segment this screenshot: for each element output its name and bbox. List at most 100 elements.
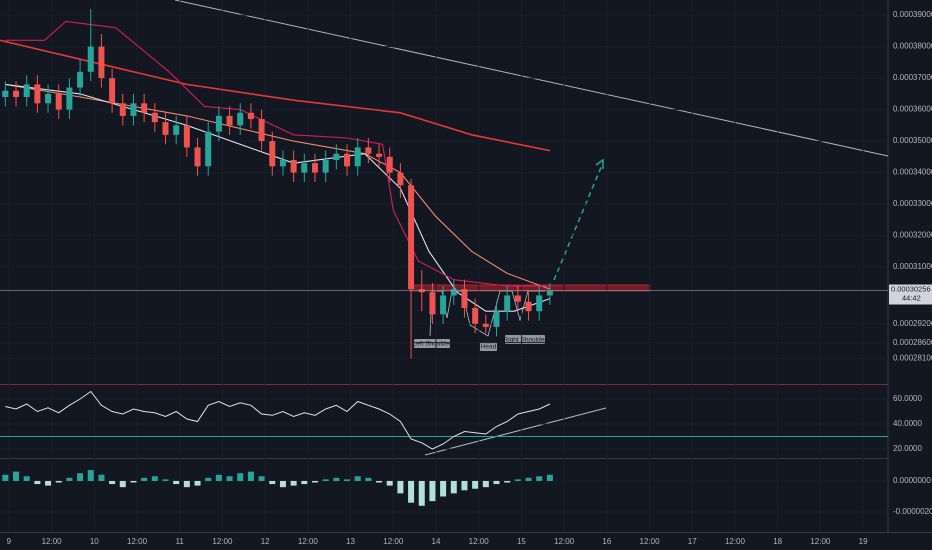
candle-body <box>365 147 372 154</box>
x-tick-label: 12:00 <box>42 537 63 546</box>
candle-body <box>45 93 52 104</box>
macd-bar <box>66 477 73 481</box>
y-tick-label: 0.00033000 <box>893 199 932 208</box>
rsi-trend-line <box>424 407 607 456</box>
candle-body <box>322 160 329 173</box>
annotation-box <box>414 339 450 348</box>
candle-body <box>183 125 190 148</box>
macd-bar <box>397 480 404 494</box>
annotation: Head <box>481 344 497 351</box>
x-tick-label: 19 <box>859 537 868 546</box>
last-price-box <box>889 284 932 305</box>
y-tick-label: 0.00032000 <box>893 231 932 240</box>
x-tick-label: 11 <box>176 537 185 546</box>
candle-body <box>429 292 436 315</box>
candle-body <box>279 160 286 167</box>
candle-body <box>504 295 511 312</box>
macd-bar <box>365 477 372 481</box>
candle-body <box>141 103 148 113</box>
y-tick-label: 0.00037000 <box>893 73 932 82</box>
macd-bar <box>461 480 468 491</box>
macd-bar <box>376 480 383 483</box>
macd-bar <box>45 480 52 486</box>
candle-body <box>98 46 105 79</box>
macd-bar <box>77 473 84 481</box>
x-tick-label: 15 <box>517 537 526 546</box>
candle-body <box>546 290 553 296</box>
candle-body <box>269 141 276 167</box>
x-tick-label: 9 <box>7 537 12 546</box>
macd-bar <box>13 471 20 481</box>
candle-body <box>237 112 244 126</box>
macd-bar <box>269 480 276 485</box>
x-tick-label: 12:00 <box>810 537 831 546</box>
x-tick-label: 12:00 <box>469 537 490 546</box>
y-tick-label: 0.0000000 <box>893 476 931 485</box>
candle-body <box>386 156 393 173</box>
macd-bar <box>504 480 511 483</box>
y-tick-label: 0.00039000 <box>893 10 932 19</box>
macd-bar <box>23 476 30 481</box>
candle-body <box>151 112 158 123</box>
x-tick-label: 12:00 <box>298 537 319 546</box>
macd-bar <box>162 479 169 481</box>
y-tick-label: 0.00029200 <box>893 319 932 328</box>
candle-body <box>472 308 479 324</box>
macd-bar <box>173 480 180 485</box>
candle-body <box>162 122 169 135</box>
pattern-outline <box>429 290 545 337</box>
candle-body <box>493 311 500 327</box>
macd-bar <box>440 480 447 497</box>
candle-body <box>376 153 383 157</box>
candle-body <box>354 147 361 167</box>
macd-bar <box>311 480 318 483</box>
candle-body <box>440 295 447 315</box>
y-tick-label: -0.0000020 <box>893 507 932 516</box>
macd-bar <box>87 470 94 481</box>
macd-bar <box>151 476 158 481</box>
macd-bar <box>237 473 244 481</box>
candle-body <box>536 295 543 312</box>
macd-bar <box>344 479 351 481</box>
candle-body <box>119 103 126 116</box>
candle-body <box>173 125 180 135</box>
x-tick-label: 10 <box>90 537 99 546</box>
countdown-label: 44:42 <box>902 294 921 303</box>
macd-bar <box>247 471 254 481</box>
macd-bar <box>536 476 543 481</box>
macd-bar <box>418 480 425 506</box>
candle-body <box>514 295 521 302</box>
x-tick-label: 12:00 <box>127 537 148 546</box>
candle-body <box>215 115 222 132</box>
macd-bar <box>258 476 265 481</box>
y-tick-label: 20.0000 <box>893 444 922 453</box>
candle-body <box>247 112 254 120</box>
macd-bar <box>322 479 329 481</box>
arrow-head <box>595 158 604 169</box>
y-tick-label: 0.00028600 <box>893 338 932 347</box>
macd-bar <box>493 480 500 485</box>
candle-body <box>525 301 532 312</box>
candle-body <box>23 84 30 98</box>
macd-bar <box>98 474 105 481</box>
candle-body <box>87 46 94 72</box>
candle-body <box>2 90 9 98</box>
candle-body <box>301 163 308 173</box>
y-tick-label: 40.0000 <box>893 419 922 428</box>
macd-bar <box>109 480 116 485</box>
macd-bar <box>354 476 361 481</box>
candle-body <box>77 71 84 88</box>
macd-bar <box>514 479 521 481</box>
candle-body <box>450 289 457 296</box>
macd-bar <box>450 480 457 494</box>
annotation: Right Shoulder <box>504 337 548 344</box>
candle-body <box>13 90 20 98</box>
candle-body <box>34 84 41 104</box>
candle-body <box>461 289 468 309</box>
macd-bar <box>55 480 62 483</box>
macd-bar <box>183 480 190 488</box>
candle-body <box>55 93 62 110</box>
macd-bar <box>333 477 340 481</box>
y-tick-label: 0.00035000 <box>893 136 932 145</box>
